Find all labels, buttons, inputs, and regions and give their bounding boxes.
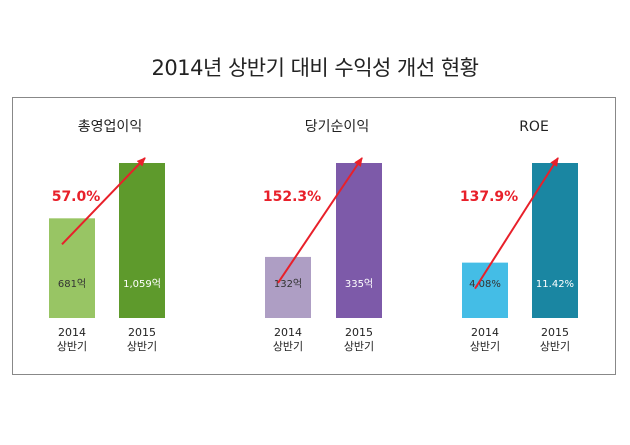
chart-1-growth-arrow	[61, 157, 146, 246]
chart-2-bar-2	[336, 163, 382, 318]
chart-1-bar-2	[119, 163, 165, 318]
chart-2-category-label-2: 2015 상반기	[344, 326, 374, 353]
chart-3-title: ROE	[519, 119, 549, 135]
chart-2-value-label-2: 335억	[345, 278, 373, 290]
chart-3-category-label-2: 2015 상반기	[540, 326, 570, 353]
chart-2-category-label-1: 2014 상반기	[273, 326, 303, 353]
chart-3-growth-label: 137.9%	[460, 189, 518, 205]
chart-1-value-label-1: 681억	[58, 278, 86, 290]
chart-3-value-label-1: 4.08%	[469, 279, 501, 290]
chart-2-growth-arrow	[277, 157, 363, 284]
chart-1-category-label-2: 2015 상반기	[127, 326, 157, 353]
page-title: 2014년 상반기 대비 수익성 개선 현황	[151, 56, 479, 80]
chart-3-growth-arrow	[474, 157, 559, 290]
chart-3-category-label-1: 2014 상반기	[470, 326, 500, 353]
chart-2-growth-label: 152.3%	[263, 189, 321, 205]
chart-2-value-label-1: 132억	[274, 278, 302, 290]
chart-3-bar-1	[462, 262, 508, 318]
chart-1-growth-label: 57.0%	[52, 189, 101, 205]
chart-1-value-label-2: 1,059억	[123, 278, 161, 290]
chart-1-title: 총영업이익	[78, 119, 142, 135]
chart-3-bar-2	[532, 163, 578, 318]
chart-1-category-label-1: 2014 상반기	[57, 326, 87, 353]
chart-2-title: 당기순이익	[305, 119, 369, 135]
chart-3-value-label-2: 11.42%	[536, 279, 574, 290]
chart-svg: 총영업이익 681억 2014 상반기 1,059억 2015 상반기 57.0% 당기순이익 1…	[49, 119, 578, 353]
chart-panel: 총영업이익 681억 2014 상반기 1,059억 2015 상반기 57.0% 당기순이익 1…	[12, 97, 616, 375]
